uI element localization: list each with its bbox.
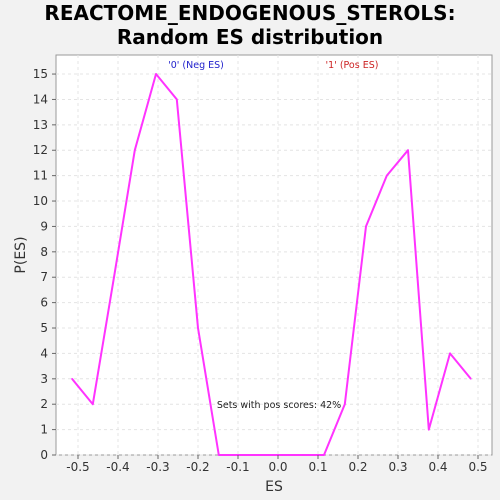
y-tick-label: 12 [33, 143, 48, 157]
series-layer [71, 73, 472, 456]
series-line [71, 73, 472, 456]
y-tick-label: 10 [33, 194, 48, 208]
data-point [281, 454, 283, 456]
x-tick-label: 0.2 [348, 460, 367, 474]
x-tick-label: -0.3 [146, 460, 169, 474]
y-tick-label: 6 [40, 296, 48, 310]
pos-scores-annotation: Sets with pos scores: 42% [217, 400, 341, 411]
chart-title-line-2: Random ES distribution [117, 25, 383, 49]
y-tick-label: 9 [40, 219, 48, 233]
y-tick-label: 13 [33, 118, 48, 132]
data-point [428, 428, 430, 431]
x-tick-label: 0.3 [388, 460, 407, 474]
x-tick-label: 0.4 [428, 460, 447, 474]
grid [56, 55, 492, 456]
data-point [302, 454, 304, 456]
x-tick-label: -0.5 [66, 460, 89, 474]
data-point [323, 454, 325, 456]
x-tick-label: 0.5 [468, 460, 487, 474]
data-point [113, 276, 115, 279]
y-tick-label: 2 [40, 397, 48, 411]
x-tick-label: -0.1 [226, 460, 249, 474]
data-point [344, 403, 346, 406]
data-point [239, 454, 241, 456]
data-point [218, 454, 220, 456]
y-tick-label: 7 [40, 270, 48, 284]
plot-area [55, 54, 493, 456]
y-tick-label: 5 [40, 321, 48, 335]
y-tick-label: 8 [40, 245, 48, 259]
data-point [470, 378, 472, 380]
data-point [155, 73, 157, 75]
x-tick-label: -0.2 [186, 460, 209, 474]
neg-es-label: '0' (Neg ES) [168, 60, 224, 71]
x-axis-ticks: -0.5 -0.4 -0.3 -0.2 -0.1 0.0 0.1 0.2 0.3 0.4 0.5 [66, 455, 488, 474]
y-tick-label: 3 [40, 372, 48, 386]
data-point [449, 352, 451, 355]
data-point [260, 454, 262, 456]
data-point [92, 403, 94, 406]
y-tick-label: 1 [40, 423, 48, 437]
data-point [176, 98, 178, 101]
data-point [134, 149, 136, 152]
x-axis-label: ES [265, 479, 283, 495]
data-point [365, 225, 367, 228]
data-point [407, 149, 409, 152]
data-point [197, 327, 199, 329]
y-tick-label: 11 [33, 169, 48, 183]
y-axis-label: P(ES) [13, 236, 29, 273]
y-tick-label: 14 [33, 92, 48, 106]
x-tick-label: 0.0 [268, 460, 287, 474]
x-tick-label: -0.4 [106, 460, 129, 474]
chart-title-line-1: REACTOME_ENDOGENOUS_STEROLS: [44, 1, 455, 25]
y-tick-label: 4 [40, 346, 48, 360]
data-point [386, 174, 388, 177]
pos-es-label: '1' (Pos ES) [326, 60, 379, 71]
y-tick-label: 15 [33, 67, 48, 81]
data-point [71, 378, 73, 380]
x-tick-label: 0.1 [308, 460, 327, 474]
y-tick-label: 0 [40, 448, 48, 462]
